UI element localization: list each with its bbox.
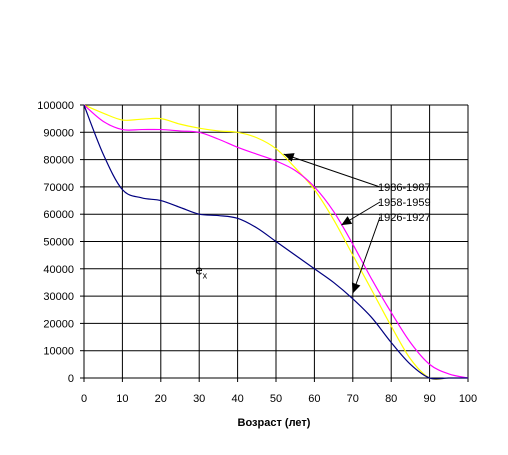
annotation-arrow-line (352, 216, 381, 294)
x-axis-title: Возраст (лет) (238, 417, 311, 429)
x-tick-label: 100 (459, 393, 477, 405)
x-tick-label: 30 (193, 393, 205, 405)
x-tick-label: 40 (231, 393, 243, 405)
y-tick-label: 50000 (43, 237, 74, 249)
y-tick-label: 0 (68, 373, 74, 385)
annotations: 1986-1987 1958-1959 1926-1927 (283, 153, 431, 294)
x-tick-label: 50 (270, 393, 282, 405)
ex-label: ex (195, 262, 207, 280)
x-tick-label: 80 (385, 393, 397, 405)
x-tick-label: 70 (347, 393, 359, 405)
axes (80, 104, 469, 382)
annotation-arrowhead (283, 153, 295, 162)
y-tick-label: 10000 (43, 346, 74, 358)
annotation-label: 1986-1987 (378, 182, 431, 194)
tick-labels: 0 10000 20000 30000 40000 50000 60000 70000 8000… (37, 100, 477, 405)
y-tick-label: 80000 (43, 155, 74, 167)
series-line-1926-1927 (83, 104, 468, 380)
y-tick-label: 90000 (43, 127, 74, 139)
y-tick-label: 40000 (43, 264, 74, 276)
y-tick-label: 70000 (43, 182, 74, 194)
x-tick-label: 90 (423, 393, 435, 405)
x-tick-label: 60 (308, 393, 320, 405)
x-tick-label: 10 (116, 393, 128, 405)
y-tick-label: 20000 (43, 318, 74, 330)
annotation-label: 1926-1927 (378, 212, 431, 224)
annotation-arrow-line (283, 153, 381, 188)
series-lines (83, 104, 469, 380)
series-line-1958-1959 (83, 104, 469, 379)
ex-label-subscript: x (203, 270, 208, 280)
y-tick-label: 30000 (43, 291, 74, 303)
y-tick-label: 100000 (37, 100, 74, 112)
y-tick-label: 60000 (43, 209, 74, 221)
annotation-arrowhead (351, 282, 361, 294)
annotation-label: 1958-1959 (378, 197, 431, 209)
x-tick-label: 20 (155, 393, 167, 405)
annotation-arrowhead (341, 216, 353, 226)
ex-label-main: e (195, 262, 202, 277)
x-tick-label: 0 (81, 393, 87, 405)
series-line-1986-1987 (83, 104, 468, 380)
